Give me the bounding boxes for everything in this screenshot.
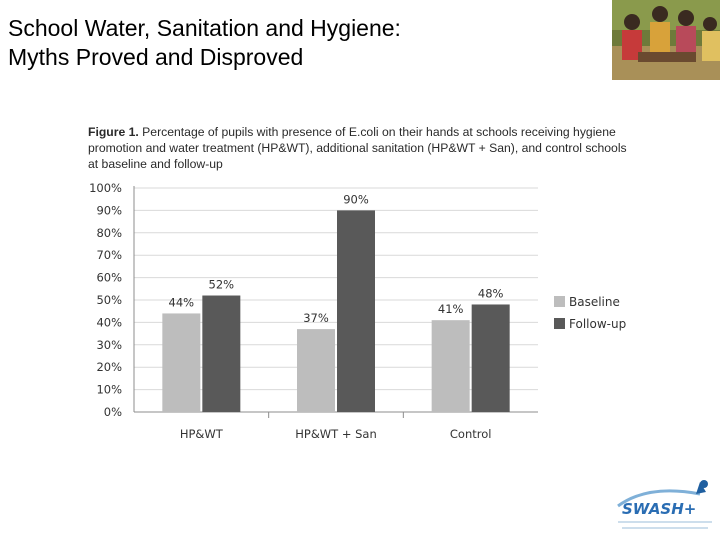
- data-label: 41%: [438, 302, 464, 316]
- bar-baseline: [162, 313, 201, 412]
- data-label: 52%: [209, 278, 235, 292]
- legend-label: Follow-up: [569, 317, 626, 331]
- legend-swatch-baseline: [554, 296, 565, 307]
- y-tick-label: 0%: [104, 405, 122, 419]
- y-tick-label: 10%: [96, 383, 122, 397]
- figure-caption-text: Percentage of pupils with presence of E.…: [88, 125, 627, 171]
- slide-title-line-1: School Water, Sanitation and Hygiene:: [8, 15, 401, 41]
- y-tick-label: 90%: [96, 203, 122, 217]
- y-tick-label: 40%: [96, 315, 122, 329]
- data-label: 37%: [303, 311, 329, 325]
- legend-swatch-followup: [554, 318, 565, 329]
- bar-followup: [337, 210, 375, 412]
- y-tick-label: 80%: [96, 226, 122, 240]
- slide-title: School Water, Sanitation and Hygiene: My…: [8, 14, 598, 72]
- bar-baseline: [431, 320, 470, 412]
- figure-label: Figure 1.: [88, 125, 139, 139]
- y-tick-label: 70%: [96, 248, 122, 262]
- logo-text: SWASH+: [622, 500, 696, 518]
- x-category-label: Control: [450, 427, 492, 441]
- x-category-label: HP&WT + San: [295, 427, 377, 441]
- figure-caption: Figure 1. Percentage of pupils with pres…: [88, 124, 628, 172]
- y-tick-label: 50%: [96, 293, 122, 307]
- bar-baseline: [297, 329, 335, 412]
- legend-label: Baseline: [569, 295, 620, 309]
- bar-followup: [471, 304, 510, 412]
- y-tick-label: 20%: [96, 360, 122, 374]
- y-tick-label: 100%: [89, 181, 122, 195]
- y-tick-label: 60%: [96, 271, 122, 285]
- swash-logo: SWASH+: [608, 476, 718, 536]
- data-label: 90%: [343, 192, 369, 206]
- y-tick-label: 30%: [96, 338, 122, 352]
- bar-followup: [202, 295, 241, 412]
- children-photo: [612, 0, 720, 80]
- data-label: 44%: [169, 295, 195, 309]
- slide-title-line-2: Myths Proved and Disproved: [8, 44, 304, 70]
- data-label: 48%: [478, 286, 504, 300]
- x-category-label: HP&WT: [180, 427, 224, 441]
